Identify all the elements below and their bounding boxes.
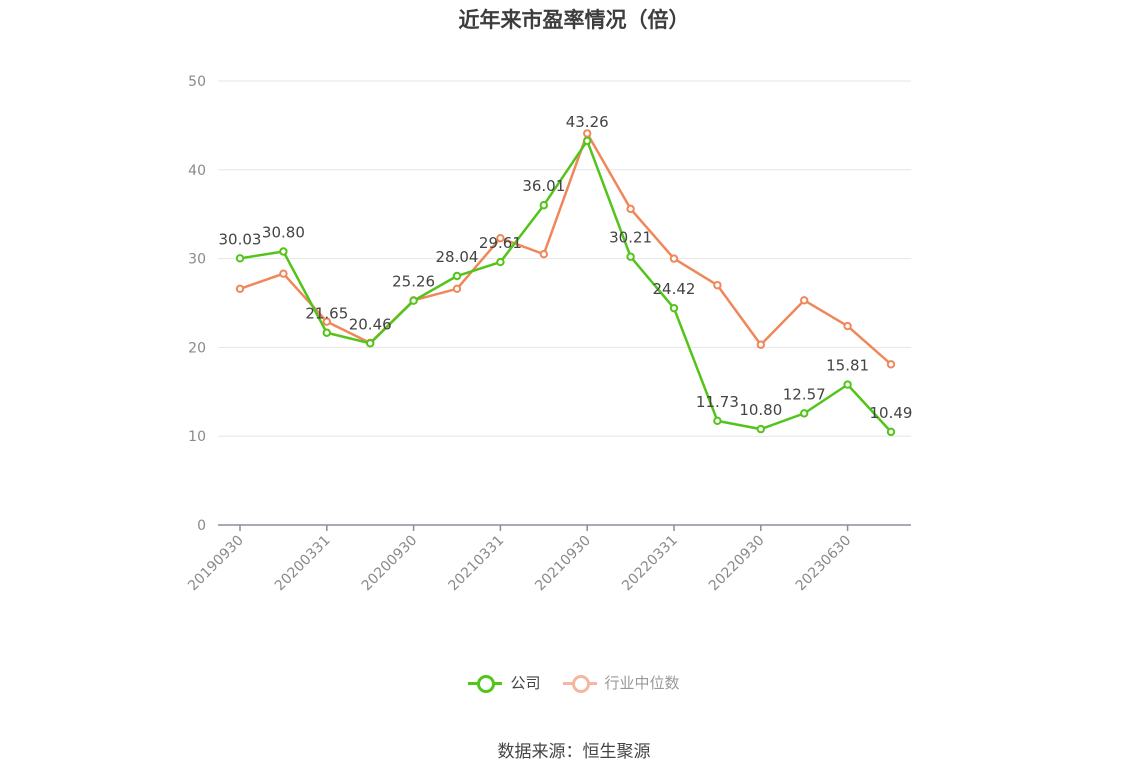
data-label: 20.46 — [349, 315, 392, 333]
y-tick-label: 10 — [188, 429, 206, 445]
axes: 0 10 20 30 40 50 20190930 20200331 20200930 20210… — [185, 74, 911, 594]
pe-line-chart: 0 10 20 30 40 50 20190930 20200331 20200930 20210… — [185, 74, 913, 594]
legend-industry-icon — [562, 673, 597, 693]
data-label: 12.57 — [783, 385, 826, 403]
company-point — [800, 409, 809, 418]
grid-lines — [218, 80, 911, 437]
data-label: 11.73 — [696, 393, 739, 411]
data-label: 10.80 — [739, 401, 782, 419]
data-label: 25.26 — [392, 273, 435, 291]
company-point — [452, 271, 462, 281]
company-point — [322, 328, 331, 337]
industry-point — [583, 129, 592, 138]
company-point — [626, 252, 635, 261]
industry-point — [713, 281, 722, 290]
company-point — [843, 380, 852, 389]
company-point — [669, 303, 679, 313]
x-tick-label: 20200930 — [359, 533, 421, 595]
industry-line — [239, 132, 892, 366]
x-tick-label: 20190930 — [185, 533, 247, 595]
industry-point — [626, 204, 635, 214]
x-tick-label: 20210930 — [532, 533, 594, 595]
legend-item-industry[interactable]: 行业中位数 — [562, 672, 680, 693]
y-tick-label: 20 — [188, 340, 206, 356]
legend: 公司 行业中位数 — [0, 672, 1148, 693]
industry-point — [756, 340, 765, 349]
company-point — [583, 136, 592, 146]
data-label: 29.61 — [479, 234, 522, 252]
industry-point — [539, 249, 548, 259]
data-source: 数据来源：恒生聚源 — [497, 742, 651, 762]
company-point — [279, 247, 288, 256]
x-tick-label: 20220331 — [619, 533, 681, 595]
industry-point — [235, 284, 245, 293]
data-label: 30.80 — [262, 223, 305, 241]
data-label: 30.21 — [609, 229, 652, 247]
x-tick-label: 20210331 — [446, 533, 508, 595]
data-label: 21.65 — [305, 305, 348, 323]
industry-point — [800, 296, 809, 305]
y-tick-label: 50 — [188, 74, 206, 90]
legend-company-icon — [468, 673, 503, 693]
series-lines — [235, 129, 896, 437]
y-tick-label: 0 — [197, 518, 206, 534]
data-label: 15.81 — [826, 357, 869, 375]
company-point — [366, 339, 375, 348]
company-point — [235, 254, 245, 263]
data-label: 36.01 — [522, 177, 565, 195]
data-label: 43.26 — [566, 113, 609, 131]
industry-point — [843, 321, 852, 331]
data-label: 10.49 — [870, 404, 913, 422]
industry-point — [452, 284, 462, 293]
company-point — [539, 201, 548, 210]
data-label: 28.04 — [436, 248, 479, 266]
industry-point — [496, 233, 505, 243]
industry-point — [322, 317, 331, 326]
company-point — [409, 296, 418, 305]
chart-title: 近年来市盈率情况（倍） — [458, 8, 690, 32]
industry-point — [669, 254, 679, 263]
x-tick-label: 20230630 — [793, 533, 855, 595]
company-point — [886, 427, 896, 437]
x-tick-label: 20220930 — [706, 533, 768, 595]
industry-point — [886, 360, 896, 369]
legend-item-company[interactable]: 公司 — [468, 672, 541, 693]
data-label: 30.03 — [219, 230, 262, 248]
industry-point — [279, 269, 288, 278]
company-point — [713, 416, 722, 426]
company-point — [496, 257, 505, 267]
legend-industry-label: 行业中位数 — [604, 674, 680, 692]
y-tick-label: 40 — [188, 163, 206, 179]
company-point — [756, 424, 765, 434]
x-tick-label: 20200331 — [272, 533, 334, 595]
company-line — [239, 139, 892, 433]
legend-company-label: 公司 — [510, 674, 541, 692]
data-label: 24.42 — [653, 280, 696, 298]
y-tick-label: 30 — [188, 252, 206, 268]
